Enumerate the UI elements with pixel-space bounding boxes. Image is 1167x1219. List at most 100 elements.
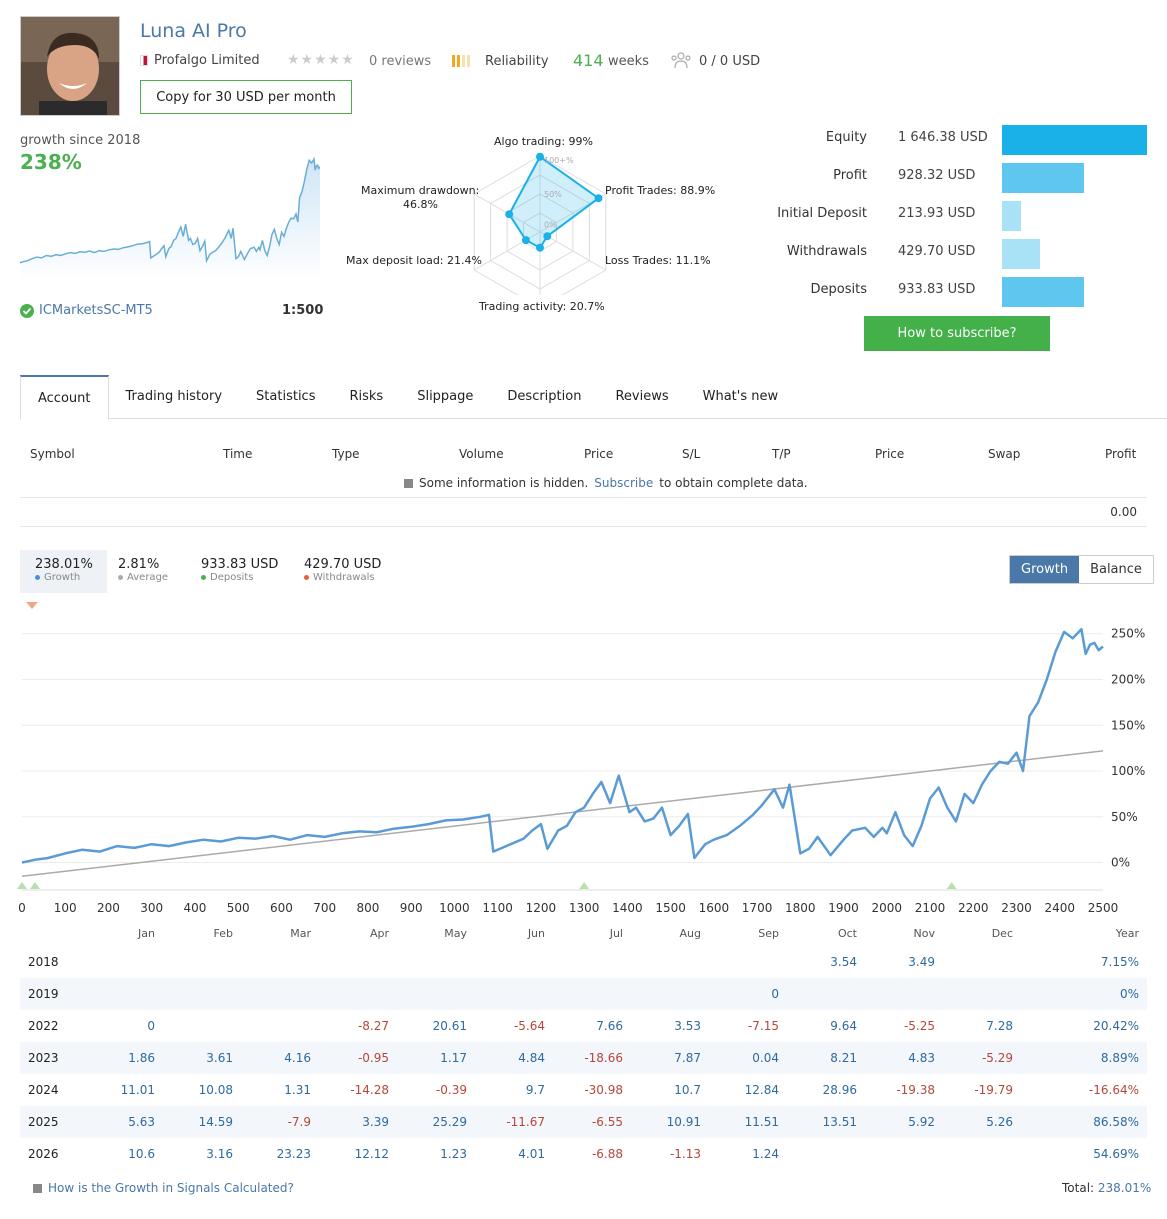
month-header: Dec bbox=[991, 927, 1013, 940]
collapse-marker-icon[interactable] bbox=[26, 602, 38, 610]
tab-what-s-new[interactable]: What's new bbox=[702, 389, 779, 404]
return-cell: 7.28 bbox=[986, 1019, 1013, 1033]
column-header[interactable]: Profit bbox=[1105, 447, 1137, 461]
provider-name[interactable]: Profalgo Limited bbox=[154, 53, 260, 68]
chart-mode-toggle: Growth Balance bbox=[1009, 555, 1154, 584]
month-header: Jan bbox=[138, 927, 155, 940]
tab-statistics[interactable]: Statistics bbox=[256, 389, 316, 404]
monthly-row: 2023 1.86 3.61 4.16 -0.95 1.17 4.84 -18.66 7.87 0… bbox=[20, 1042, 1147, 1074]
provider[interactable]: Profalgo Limited bbox=[140, 53, 260, 68]
column-header[interactable]: Swap bbox=[988, 447, 1021, 461]
month-header: Mar bbox=[290, 927, 311, 940]
month-header bbox=[20, 922, 80, 946]
radar-deposit-label: Max deposit load: 21.4% bbox=[346, 254, 482, 267]
tab-account[interactable]: Account bbox=[20, 375, 109, 420]
y-tick-label: 200% bbox=[1111, 672, 1145, 686]
growth-line bbox=[21, 627, 1104, 864]
column-header[interactable]: Price bbox=[875, 447, 905, 461]
deposit-marker-icon[interactable] bbox=[29, 882, 40, 889]
return-cell: 14.59 bbox=[198, 1115, 233, 1129]
subscribe-link[interactable]: Subscribe bbox=[594, 476, 654, 490]
column-header[interactable]: Symbol bbox=[30, 447, 75, 461]
x-tick-label: 1700 bbox=[742, 901, 773, 915]
tab-description[interactable]: Description bbox=[507, 389, 582, 404]
column-header[interactable]: S/L bbox=[682, 447, 701, 461]
return-cell bbox=[470, 978, 548, 1010]
deposit-marker-icon[interactable] bbox=[946, 882, 957, 889]
trend-line bbox=[21, 750, 1104, 878]
tab-trading-history[interactable]: Trading history bbox=[125, 389, 223, 404]
how-to-subscribe-button[interactable]: How to subscribe? bbox=[864, 316, 1050, 351]
stat-growth[interactable]: 238.01% Growth bbox=[20, 550, 107, 593]
return-cell bbox=[314, 978, 392, 1010]
finance-label: Deposits bbox=[810, 282, 867, 297]
broker-name[interactable]: ICMarketsSC-MT5 bbox=[39, 303, 153, 318]
month-header: Sep bbox=[758, 927, 779, 940]
column-header[interactable]: Volume bbox=[459, 447, 504, 461]
monthly-header: Jan Feb Mar Apr May Jun Jul Aug Sep Oct Nov Dec Year bbox=[20, 922, 1147, 946]
return-cell bbox=[392, 946, 470, 978]
deposit-marker-icon[interactable] bbox=[579, 882, 590, 889]
x-tick-label: 400 bbox=[184, 901, 207, 915]
broker[interactable]: ICMarketsSC-MT5 bbox=[20, 303, 153, 318]
rating-stars: ★★★★★ bbox=[287, 52, 355, 68]
return-cell bbox=[938, 978, 1016, 1010]
return-cell bbox=[158, 1010, 236, 1042]
growth-toggle-button[interactable]: Growth bbox=[1010, 556, 1080, 583]
growth-chart: 0% 50% 100% 150% 200% 250% 0 100 200 300 400 500 600… bbox=[17, 627, 1145, 915]
weeks-value: 414 bbox=[573, 51, 604, 70]
column-header[interactable]: Time bbox=[223, 447, 253, 461]
growth-calc-link[interactable]: How is the Growth in Signals Calculated? bbox=[33, 1181, 294, 1195]
tab-bar: Account Trading history Statistics Risks Sli… bbox=[20, 375, 1167, 420]
return-cell bbox=[626, 978, 704, 1010]
finance-label: Profit bbox=[833, 168, 867, 183]
year-cell: 2019 bbox=[28, 987, 59, 1001]
finance-value: 429.70 USD bbox=[898, 244, 976, 259]
radar-ring-label: 100+% bbox=[544, 156, 574, 165]
finance-row-withdrawals: Withdrawals 429.70 USD bbox=[760, 239, 1160, 269]
column-header[interactable]: Type bbox=[332, 447, 360, 461]
return-cell: 3.49 bbox=[908, 955, 935, 969]
finance-row-equity: Equity 1 646.38 USD bbox=[760, 125, 1160, 155]
radar-point bbox=[594, 194, 603, 203]
return-cell: 3.16 bbox=[206, 1147, 233, 1161]
stat-average[interactable]: 2.81% Average bbox=[103, 550, 182, 593]
return-cell: 10.08 bbox=[198, 1083, 233, 1097]
x-tick-label: 2500 bbox=[1088, 901, 1119, 915]
signal-title[interactable]: Luna AI Pro bbox=[140, 20, 247, 42]
return-cell: -5.25 bbox=[903, 1019, 935, 1033]
return-cell bbox=[860, 978, 938, 1010]
return-cell: 13.51 bbox=[822, 1115, 857, 1129]
x-tick-label: 2000 bbox=[872, 901, 903, 915]
year-cell: 2018 bbox=[28, 955, 59, 969]
monthly-returns-table: Jan Feb Mar Apr May Jun Jul Aug Sep Oct Nov Dec Year… bbox=[20, 922, 1147, 1170]
subscribers-icon bbox=[670, 51, 692, 74]
return-cell: 3.53 bbox=[674, 1019, 701, 1033]
growth-calc-text[interactable]: How is the Growth in Signals Calculated? bbox=[48, 1181, 294, 1195]
column-header[interactable]: T/P bbox=[772, 447, 791, 461]
stat-deposits[interactable]: 933.83 USD Deposits bbox=[186, 550, 292, 593]
balance-toggle-button[interactable]: Balance bbox=[1090, 562, 1142, 577]
x-tick-label: 2300 bbox=[1001, 901, 1032, 915]
monthly-row: 2024 11.01 10.08 1.31 -14.28 -0.39 9.7 -30.98 10… bbox=[20, 1074, 1147, 1106]
finance-row-initial-deposit: Initial Deposit 213.93 USD bbox=[760, 201, 1160, 231]
return-cell: -0.95 bbox=[357, 1051, 389, 1065]
finance-bar bbox=[1002, 125, 1147, 155]
return-cell bbox=[548, 946, 626, 978]
reviews-count[interactable]: 0 reviews bbox=[369, 54, 432, 69]
column-header[interactable]: Price bbox=[584, 447, 614, 461]
return-cell: -1.13 bbox=[669, 1147, 701, 1161]
stat-withdrawals[interactable]: 429.70 USD Withdrawals bbox=[289, 550, 395, 593]
deposit-marker-icon[interactable] bbox=[17, 882, 27, 889]
tab-slippage[interactable]: Slippage bbox=[417, 389, 474, 404]
copy-button[interactable]: Copy for 30 USD per month bbox=[140, 80, 352, 114]
return-cell: -11.67 bbox=[506, 1115, 545, 1129]
legend-dot bbox=[304, 575, 309, 580]
finance-label: Initial Deposit bbox=[777, 206, 867, 221]
tab-risks[interactable]: Risks bbox=[349, 389, 384, 404]
year-cell: 2024 bbox=[28, 1083, 59, 1097]
radar-drawdown-label: Maximum drawdown: bbox=[361, 184, 480, 197]
stat-label: Average bbox=[127, 572, 169, 583]
avatar[interactable] bbox=[20, 16, 120, 116]
tab-reviews[interactable]: Reviews bbox=[615, 389, 669, 404]
